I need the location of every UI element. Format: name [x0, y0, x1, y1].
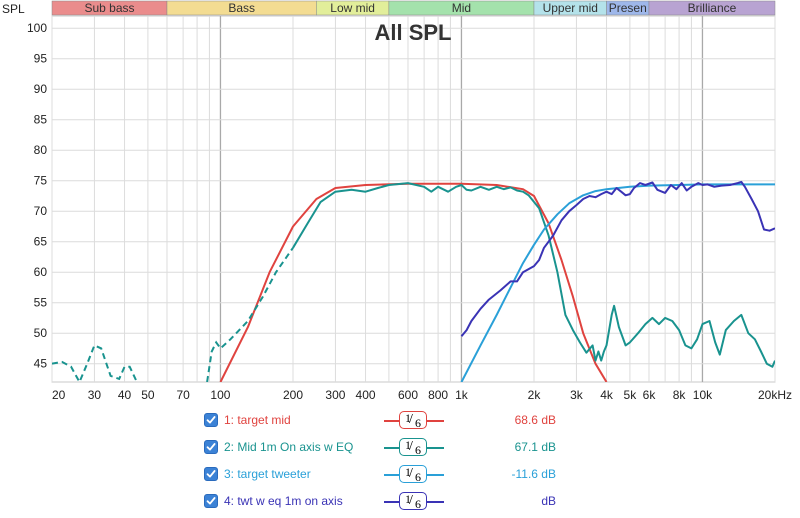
- y-tick-label: 100: [27, 21, 47, 35]
- x-tick-label: 50: [141, 388, 155, 402]
- y-tick-label: 45: [34, 357, 48, 371]
- x-tick-label: 300: [325, 388, 345, 402]
- chart-title: All SPL: [374, 20, 451, 45]
- band-label: Low mid: [330, 1, 375, 15]
- y-tick-label: 75: [34, 174, 48, 188]
- y-tick-label: 70: [34, 204, 48, 218]
- x-tick-label: 20: [52, 388, 66, 402]
- smoothing-box[interactable]: 1/6: [399, 438, 427, 457]
- series-3-line: [460, 183, 775, 382]
- legend: 1: target mid 1/6 68.6 dB 2: Mid 1m On axis…: [0, 404, 800, 518]
- x-tick-label: 800: [428, 388, 448, 402]
- series-label: 2: Mid 1m On axis w EQ: [224, 440, 354, 454]
- x-tick-label: 2k: [528, 388, 542, 402]
- series-2-dashed-line: [206, 247, 294, 382]
- x-tick-label: 400: [356, 388, 376, 402]
- band-label: Brilliance: [688, 1, 737, 15]
- band-label: Presen: [609, 1, 647, 15]
- smoothing-numerator: 1: [405, 492, 411, 506]
- smoothing-denominator: 6: [415, 497, 421, 511]
- x-tick-label: 30: [88, 388, 102, 402]
- y-axis-label: SPL: [2, 2, 25, 16]
- smoothing-slash: /: [409, 412, 413, 427]
- smoothing-denominator: 6: [415, 416, 421, 430]
- x-tick-label: 5k: [624, 388, 638, 402]
- smoothing-box[interactable]: 1/6: [399, 465, 427, 484]
- band-label: Upper mid: [543, 1, 598, 15]
- series-4-line: [460, 180, 775, 337]
- band-label: Sub bass: [84, 1, 134, 15]
- smoothing-control[interactable]: 1/6: [384, 410, 444, 432]
- x-tick-label: 70: [176, 388, 190, 402]
- smoothing-denominator: 6: [415, 470, 421, 484]
- x-tick-label: 20kHz: [758, 388, 792, 402]
- series-group: [52, 180, 775, 382]
- band-label: Mid: [452, 1, 471, 15]
- series-checkbox[interactable]: [204, 494, 218, 508]
- band-brilliance: [648, 0, 776, 16]
- x-tick-label: 3k: [570, 388, 584, 402]
- y-tick-labels: 45 50 55 60 65 70 75 80 85 90 95 100: [27, 21, 47, 371]
- x-tick-label: 600: [398, 388, 418, 402]
- x-tick-labels: 20 30 40 50 70 100 200 300 400 600 800 1k 2k 3k 4k 5k 6k…: [52, 388, 792, 402]
- series-value: 68.6 dB: [514, 413, 556, 427]
- legend-row: 3: target tweeter 1/6 -11.6 dB: [0, 464, 800, 486]
- series-value: dB: [541, 494, 556, 508]
- series-checkbox[interactable]: [204, 413, 218, 427]
- band-label: Bass: [228, 1, 255, 15]
- smoothing-slash: /: [409, 493, 413, 508]
- series-checkbox[interactable]: [204, 467, 218, 481]
- y-tick-label: 90: [34, 82, 48, 96]
- y-tick-label: 95: [34, 52, 48, 66]
- smoothing-control[interactable]: 1/6: [384, 464, 444, 486]
- smoothing-control[interactable]: 1/6: [384, 491, 444, 513]
- spl-chart: Sub bass Bass Low mid Mid Upper mid Presen Bri…: [2, 0, 792, 402]
- y-tick-label: 85: [34, 113, 48, 127]
- legend-row: 1: target mid 1/6 68.6 dB: [0, 410, 800, 432]
- legend-row: 4: twt w eq 1m on axis 1/6 dB: [0, 491, 800, 513]
- series-value: -11.6 dB: [511, 467, 556, 481]
- series-1-line: [219, 182, 608, 382]
- smoothing-denominator: 6: [415, 443, 421, 457]
- series-checkbox[interactable]: [204, 440, 218, 454]
- smoothing-numerator: 1: [405, 465, 411, 479]
- plot-area: [51, 15, 776, 383]
- y-tick-label: 50: [34, 326, 48, 340]
- smoothing-control[interactable]: 1/6: [384, 437, 444, 459]
- y-tick-label: 65: [34, 235, 48, 249]
- smoothing-numerator: 1: [405, 438, 411, 452]
- frequency-bands: Sub bass Bass Low mid Mid Upper mid Presen Bri…: [51, 0, 776, 16]
- x-tick-label: 100: [210, 388, 230, 402]
- x-tick-label: 10k: [693, 388, 713, 402]
- smoothing-box[interactable]: 1/6: [399, 492, 427, 511]
- series-value: 67.1 dB: [514, 440, 556, 454]
- series-label: 1: target mid: [224, 413, 291, 427]
- smoothing-box[interactable]: 1/6: [399, 411, 427, 430]
- x-tick-label: 200: [283, 388, 303, 402]
- smoothing-slash: /: [409, 439, 413, 454]
- smoothing-numerator: 1: [405, 411, 411, 425]
- x-tick-label: 1k: [455, 388, 469, 402]
- smoothing-slash: /: [409, 466, 413, 481]
- x-tick-label: 4k: [600, 388, 614, 402]
- x-tick-label: 8k: [673, 388, 687, 402]
- y-tick-label: 55: [34, 296, 48, 310]
- x-tick-label: 40: [118, 388, 132, 402]
- y-tick-label: 80: [34, 143, 48, 157]
- x-tick-label: 6k: [643, 388, 657, 402]
- y-tick-label: 60: [34, 265, 48, 279]
- legend-row: 2: Mid 1m On axis w EQ 1/6 67.1 dB: [0, 437, 800, 459]
- series-label: 3: target tweeter: [224, 467, 311, 481]
- series-2-dashed-line: [52, 344, 138, 382]
- series-label: 4: twt w eq 1m on axis: [224, 494, 343, 508]
- series-2-line: [292, 182, 775, 368]
